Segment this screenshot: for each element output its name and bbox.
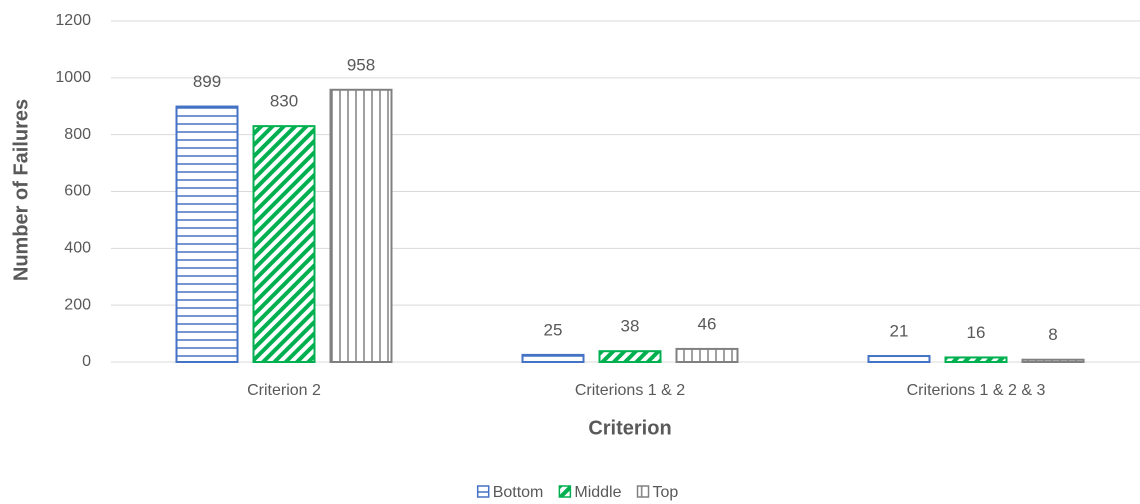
data-label: 8 — [1048, 325, 1057, 344]
bar — [867, 355, 931, 364]
data-label: 830 — [270, 92, 298, 111]
data-label: 899 — [193, 72, 221, 91]
legend-swatch — [636, 485, 650, 498]
y-tick-label: 400 — [64, 240, 91, 257]
bar — [329, 88, 393, 363]
y-tick-label: 1000 — [55, 69, 91, 86]
bar — [598, 350, 662, 363]
data-label: 16 — [967, 323, 986, 342]
bar — [175, 105, 239, 363]
x-tick-label: Criterion 2 — [247, 382, 321, 399]
y-tick-label: 600 — [64, 183, 91, 200]
y-tick-label: 200 — [64, 296, 91, 313]
bar — [944, 356, 1008, 364]
x-axis-title: Criterion — [588, 417, 671, 439]
y-tick-label: 1200 — [55, 12, 91, 29]
data-label: 21 — [890, 322, 909, 341]
x-tick-label: Criterions 1 & 2 & 3 — [907, 382, 1046, 399]
legend-label: Bottom — [493, 484, 544, 501]
legend-swatch — [476, 485, 490, 498]
data-label: 958 — [347, 55, 375, 74]
legend-label: Middle — [574, 484, 621, 501]
y-tick-label: 0 — [82, 353, 91, 370]
legend-label: Top — [653, 484, 679, 501]
y-axis-title: Number of Failures — [10, 99, 32, 281]
bar — [252, 125, 316, 364]
bar — [1021, 358, 1085, 363]
bar — [675, 347, 739, 364]
y-tick-label: 800 — [64, 126, 91, 143]
legend: Bottom Middle Top — [476, 484, 679, 501]
bar — [521, 353, 585, 364]
data-label: 46 — [698, 314, 717, 333]
data-label: 38 — [621, 317, 640, 336]
x-tick-label: Criterions 1 & 2 — [575, 382, 685, 399]
legend-swatch — [558, 485, 572, 498]
data-label: 25 — [544, 320, 563, 339]
